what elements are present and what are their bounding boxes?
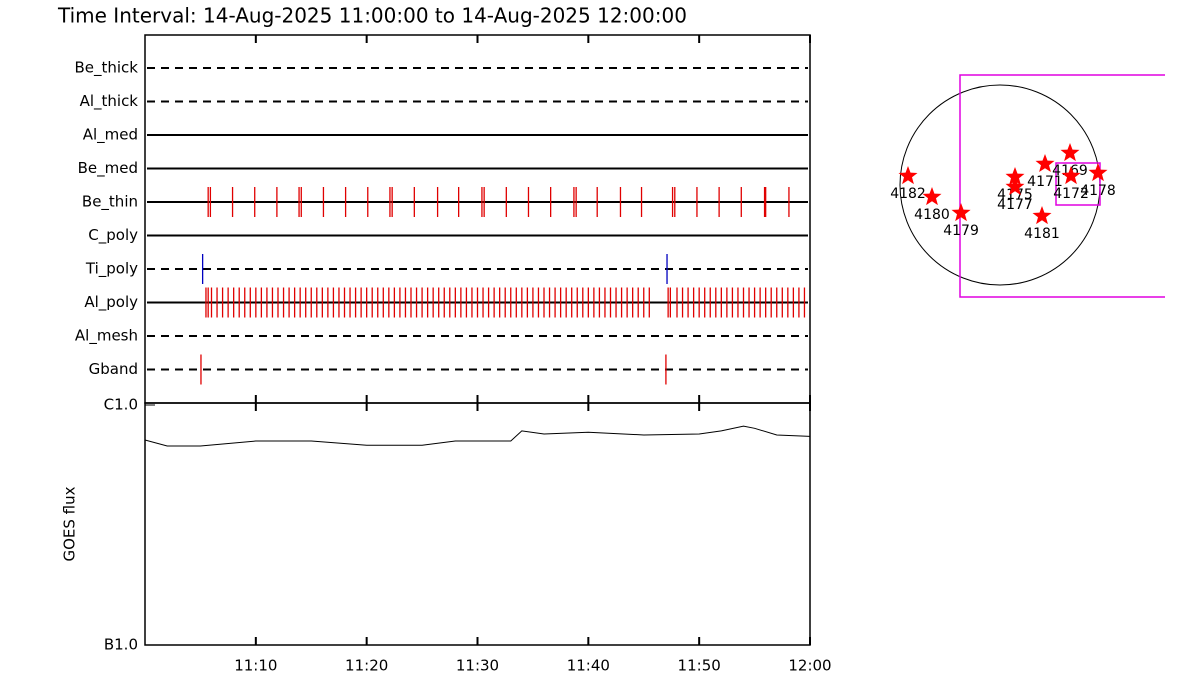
x-tick-label: 12:00 bbox=[788, 657, 831, 675]
row-label: Be_thin bbox=[82, 193, 138, 212]
row-label: Al_med bbox=[83, 126, 138, 145]
pointing-box bbox=[1055, 162, 1101, 206]
row-label: Al_thick bbox=[80, 92, 139, 111]
row-label: Gband bbox=[89, 360, 138, 378]
region-star bbox=[898, 166, 918, 185]
region-label: 4182 bbox=[890, 186, 926, 202]
row-label: Be_thick bbox=[74, 59, 138, 78]
chart-title: Time Interval: 14-Aug-2025 11:00:00 to 1… bbox=[57, 4, 687, 28]
row-label: Al_poly bbox=[84, 293, 138, 312]
x-tick-label: 11:40 bbox=[567, 657, 610, 675]
region-star bbox=[951, 203, 971, 222]
goes-frame bbox=[144, 402, 811, 646]
row-label: Al_mesh bbox=[75, 327, 138, 346]
region-star bbox=[1005, 177, 1025, 196]
region-star bbox=[1088, 163, 1108, 182]
x-tick-label: 11:20 bbox=[345, 657, 388, 675]
region-star bbox=[922, 187, 942, 206]
x-tick-label: 11:50 bbox=[678, 657, 721, 675]
solar-disk bbox=[899, 84, 1101, 286]
region-label: 4181 bbox=[1024, 226, 1060, 242]
region-star bbox=[1061, 166, 1081, 185]
region-star bbox=[1005, 167, 1025, 186]
y-tick-label: B1.0 bbox=[104, 636, 138, 654]
region-label: 4172 bbox=[1053, 186, 1089, 202]
y-tick-label: C1.0 bbox=[104, 396, 138, 414]
region-star bbox=[1060, 143, 1080, 162]
row-label: Be_med bbox=[78, 159, 138, 178]
row-label: C_poly bbox=[88, 226, 138, 245]
region-star bbox=[1035, 154, 1055, 172]
region-label: 4171 bbox=[1027, 174, 1063, 190]
region-label: 4180 bbox=[914, 207, 950, 223]
region-label: 4175 bbox=[997, 187, 1033, 203]
timeline-frame bbox=[144, 34, 811, 404]
region-label: 4179 bbox=[943, 223, 979, 239]
field-of-view bbox=[959, 74, 1165, 298]
row-label: Ti_poly bbox=[85, 260, 138, 279]
region-label: 4177 bbox=[997, 197, 1033, 213]
region-label: 4178 bbox=[1080, 183, 1116, 199]
x-tick-label: 11:10 bbox=[234, 657, 277, 675]
goes-flux-line bbox=[144, 425, 811, 447]
x-tick-label: 11:30 bbox=[456, 657, 499, 675]
region-star bbox=[1032, 206, 1052, 225]
y-axis-label: GOES flux bbox=[61, 486, 79, 561]
